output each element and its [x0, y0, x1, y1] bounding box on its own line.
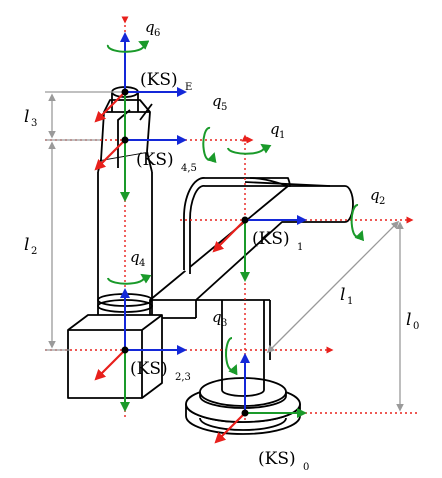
joint-label-q3-sub: 3: [221, 318, 227, 329]
length-label-l3: l 3: [24, 107, 37, 129]
length-label-l3-main: l: [24, 107, 29, 127]
joint-label-q6: q 6: [145, 18, 160, 39]
frame-ks-45: [94, 135, 187, 202]
rotation-q4-icon: [107, 273, 152, 285]
frame-label-0-main: (KS): [258, 449, 296, 469]
joint-label-q4: q 4: [130, 248, 145, 269]
joint-label-q2: q 2: [370, 186, 385, 207]
base-column: [221, 300, 265, 397]
frame-label-0: (KS) 0: [258, 449, 309, 473]
joint-label-q3-main: q: [212, 308, 222, 326]
frame-label-23: (KS) 2,3: [130, 359, 191, 383]
length-label-l1-main: l: [340, 285, 345, 305]
frame-label-1-sub: 1: [297, 242, 303, 253]
frame-label-45: (KS) 4,5: [136, 150, 197, 174]
rotation-q2-icon: [350, 204, 365, 242]
length-label-l1: l 1: [340, 285, 353, 307]
length-label-l2-sub: 2: [31, 246, 37, 257]
joint-label-q4-sub: 4: [139, 258, 145, 269]
joint-label-q2-main: q: [370, 186, 380, 204]
rotation-q1-icon: [227, 143, 272, 155]
frame-label-45-sub: 4,5: [181, 163, 197, 174]
frame-label-1: (KS) 1: [252, 229, 303, 253]
frame-label-e-main: (KS): [140, 70, 178, 90]
length-label-l3-sub: 3: [31, 118, 37, 129]
length-label-l1-sub: 1: [347, 296, 353, 307]
length-label-l0-main: l: [406, 310, 411, 330]
frame-label-23-sub: 2,3: [175, 372, 191, 383]
dimension-lines: [45, 91, 404, 412]
length-label-l0-sub: 0: [413, 321, 419, 332]
shoulder-housing: [183, 177, 331, 274]
base-platform: [185, 377, 301, 435]
length-label-l0: l 0: [406, 310, 419, 332]
joint-label-q6-main: q: [145, 18, 155, 36]
rotation-q6-icon: [106, 40, 150, 53]
length-label-l2: l 2: [24, 235, 37, 257]
frame-label-0-sub: 0: [303, 462, 309, 473]
frame-label-23-main: (KS): [130, 359, 168, 379]
frame-ks-23: [94, 288, 187, 412]
joint-label-q5-main: q: [212, 92, 222, 110]
rotation-q3-icon: [225, 337, 238, 376]
joint-label-q3: q 3: [212, 308, 227, 329]
joint-label-q4-main: q: [130, 248, 140, 266]
rotation-q5-icon: [202, 126, 217, 164]
elbow-block: [67, 314, 163, 399]
frame-label-e-sub: E: [185, 82, 192, 93]
joint-label-q1: q 1: [270, 120, 285, 141]
frame-ks-e: [94, 32, 187, 140]
rotation-indicators: [106, 40, 365, 376]
link-1-boom: [149, 185, 354, 360]
joint-label-q5-sub: 5: [221, 102, 227, 113]
robot-body: [67, 86, 354, 435]
joint-label-q2-sub: 2: [379, 196, 385, 207]
frame-label-e: (KS) E: [140, 70, 192, 93]
frame-ks-0: [214, 353, 307, 444]
joint-label-q6-sub: 6: [154, 28, 160, 39]
length-label-l2-main: l: [24, 235, 29, 255]
joint-label-q1-sub: 1: [279, 130, 285, 141]
frame-label-45-main: (KS): [136, 150, 174, 170]
joint-label-q1-main: q: [270, 120, 280, 138]
frame-ks-1: [212, 215, 307, 282]
joint-label-q5: q 5: [212, 92, 227, 113]
frame-label-1-main: (KS): [252, 229, 290, 249]
dim-l1: [266, 220, 400, 354]
